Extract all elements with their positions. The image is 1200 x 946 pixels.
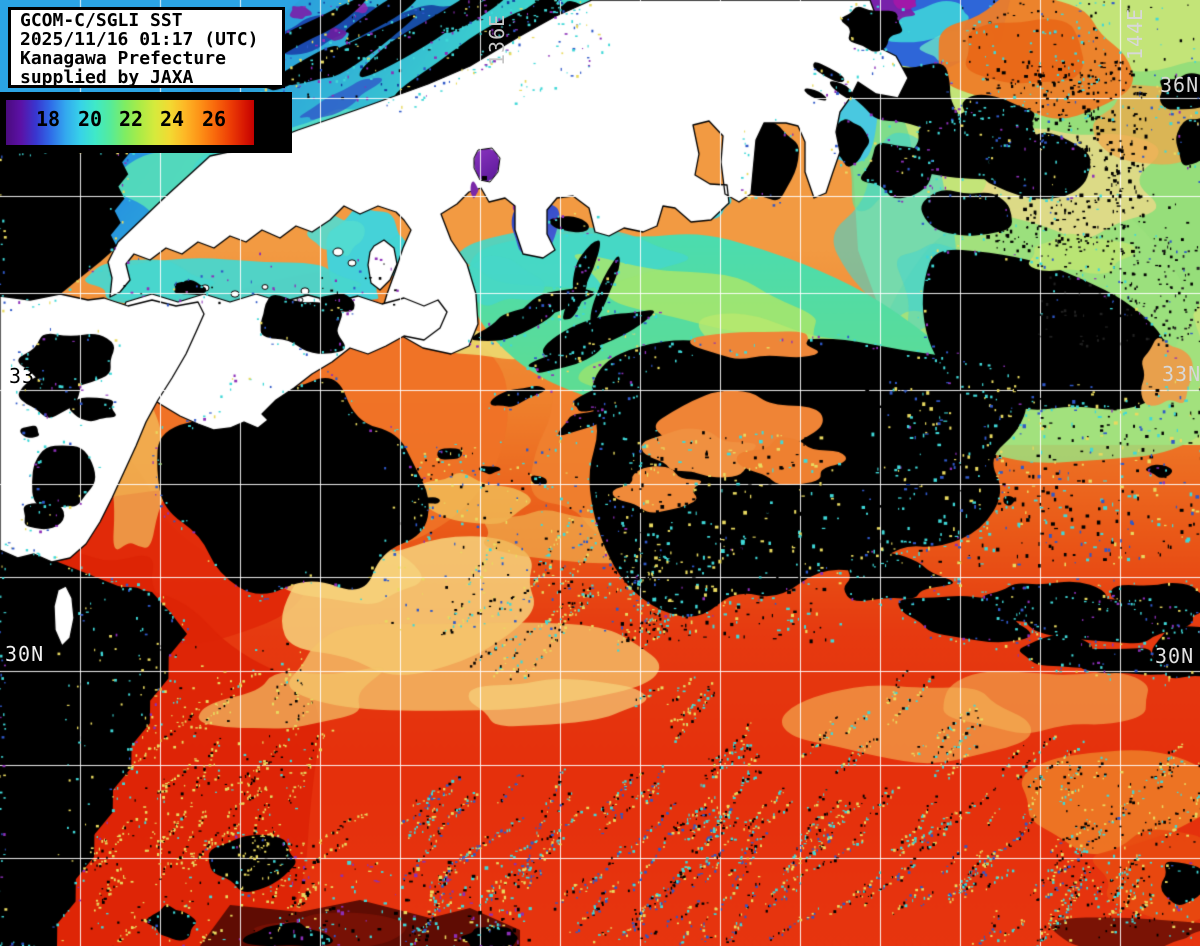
grid-label: 33N (1162, 362, 1200, 386)
colorbar-tick: 18 (35, 107, 61, 131)
colorbar-tick: 24 (159, 107, 185, 131)
grid-label: 33 (9, 364, 36, 388)
colorbar-tick: 22 (118, 107, 144, 131)
colorbar: 18 20 22 24 26 (0, 92, 292, 153)
title-datetime: 2025/11/16 01:17 (UTC) (20, 29, 259, 50)
grid-label: 36N (1160, 73, 1200, 97)
colorbar-gradient (6, 100, 254, 145)
title-box: GCOM-C/SGLI SST 2025/11/16 01:17 (UTC) K… (8, 7, 285, 88)
grid-label: 30N (1155, 644, 1195, 668)
title-credit: supplied by JAXA (20, 67, 194, 88)
grid-label: 30N (5, 642, 45, 666)
colorbar-tick: 26 (201, 107, 227, 131)
colorbar-tick: 20 (77, 107, 103, 131)
title-region: Kanagawa Prefecture (20, 48, 226, 69)
grid-label: 136E (485, 13, 509, 66)
title-product: GCOM-C/SGLI SST (20, 10, 183, 31)
grid-label: 144E (1123, 7, 1147, 60)
